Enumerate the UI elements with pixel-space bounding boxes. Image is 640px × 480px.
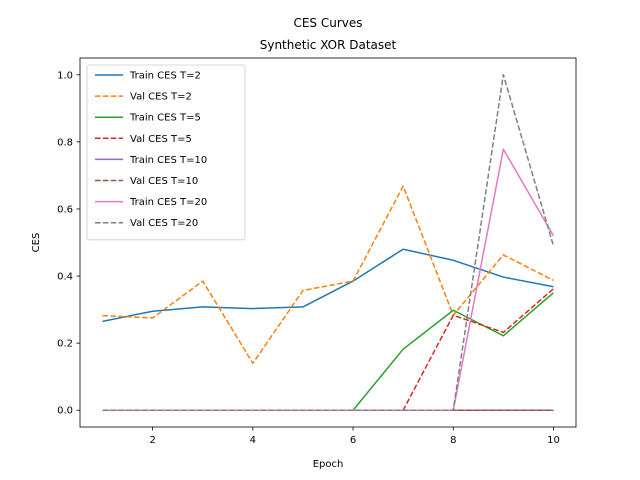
legend: Train CES T=2 Val CES T=2 Train CES T=5 Val… [86,64,246,241]
chart-title: CES Curves [293,16,362,30]
legend-label: Val CES T=10 [130,176,198,187]
plot-area [102,74,555,411]
legend-box [86,64,246,241]
y-tick-label: 0.6 [57,204,73,215]
legend-label: Val CES T=2 [130,92,192,103]
chart-subtitle: Synthetic XOR Dataset [260,38,397,52]
legend-label: Train CES T=20 [129,197,207,208]
legend-label: Val CES T=5 [130,134,192,145]
x-tick-label: 4 [250,435,256,446]
plot-frame [79,57,577,428]
x-tick-label: 2 [149,435,155,446]
x-axis-title: Epoch [313,459,344,470]
x-tick-label: 6 [350,435,356,446]
y-tick-label: 0.8 [57,137,73,148]
x-tick-label: 10 [547,435,560,446]
y-axis: 0.0 0.2 0.4 0.6 0.8 1.0 [57,70,80,417]
y-tick-label: 0.0 [57,406,73,417]
series-line-1 [102,248,554,323]
x-axis: 2 4 6 8 10 [149,427,560,446]
legend-label: Train CES T=10 [129,155,207,166]
y-tick-label: 0.4 [57,272,73,283]
series-line-8 [102,74,555,411]
x-tick-label: 8 [450,435,456,446]
series-line-2 [102,185,554,365]
legend-label: Train CES T=2 [129,71,201,82]
y-axis-title: CES [31,233,42,253]
legend-label: Val CES T=20 [130,218,198,229]
y-tick-label: 1.0 [57,70,73,81]
legend-label: Train CES T=5 [129,113,201,124]
y-tick-label: 0.2 [57,339,73,350]
